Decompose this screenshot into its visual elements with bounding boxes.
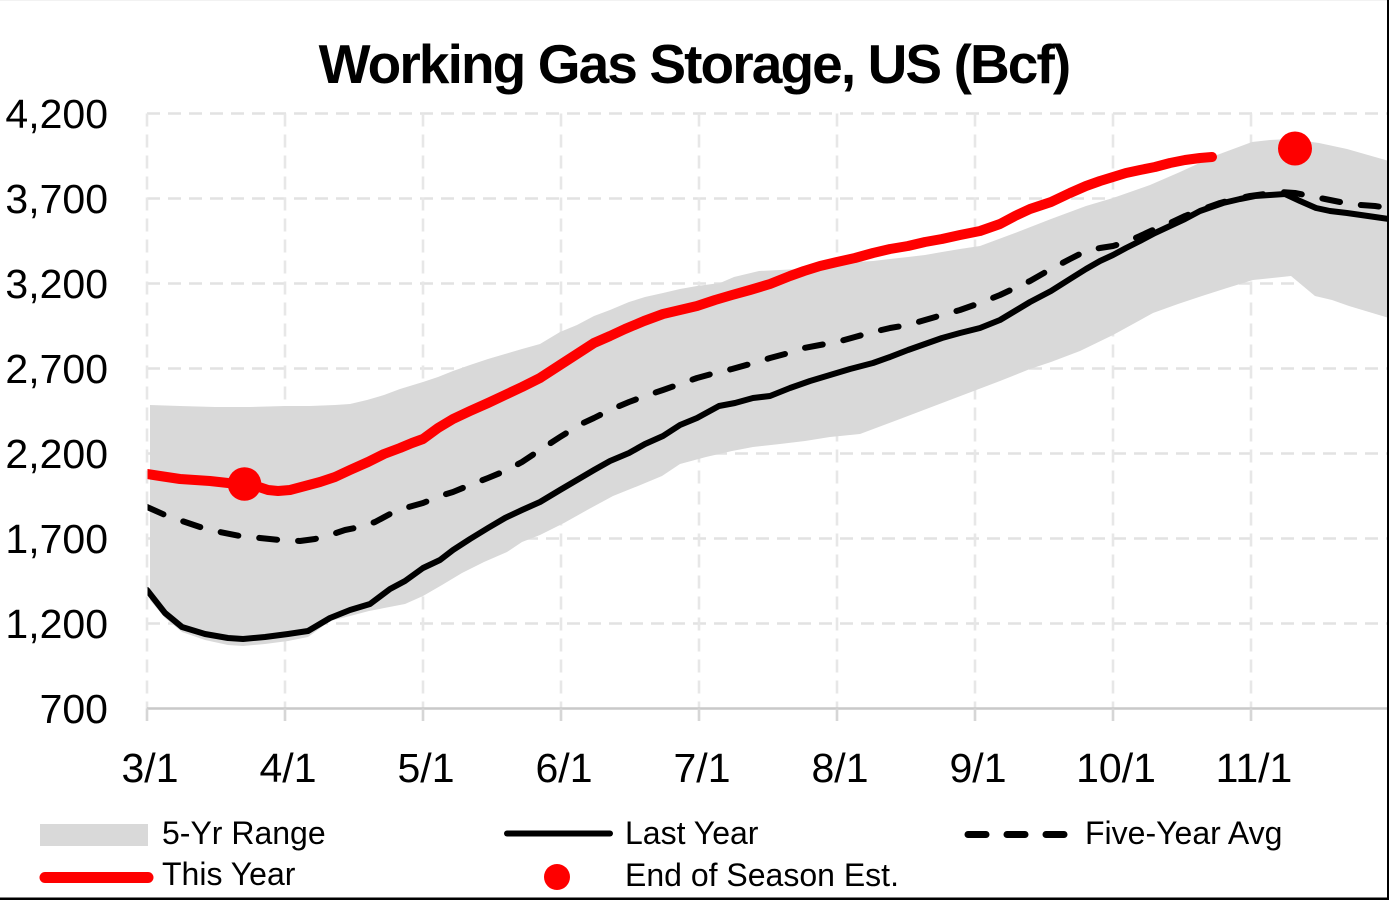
svg-text:9/1: 9/1	[950, 745, 1007, 791]
svg-text:6/1: 6/1	[536, 745, 593, 791]
svg-text:1,200: 1,200	[5, 601, 108, 647]
svg-text:2,700: 2,700	[5, 346, 108, 392]
svg-text:7/1: 7/1	[674, 745, 731, 791]
svg-text:8/1: 8/1	[812, 745, 869, 791]
svg-text:700: 700	[40, 686, 108, 732]
svg-text:3,700: 3,700	[5, 176, 108, 222]
svg-text:This Year: This Year	[162, 856, 296, 892]
svg-text:3,200: 3,200	[5, 261, 108, 307]
svg-text:4/1: 4/1	[260, 745, 317, 791]
svg-text:5/1: 5/1	[398, 745, 455, 791]
svg-text:2,200: 2,200	[5, 431, 108, 477]
svg-text:Last Year: Last Year	[625, 815, 759, 851]
svg-text:5-Yr Range: 5-Yr Range	[162, 815, 326, 851]
svg-text:End of Season Est.: End of Season Est.	[625, 857, 899, 893]
svg-text:3/1: 3/1	[122, 745, 179, 791]
svg-text:Working Gas Storage, US (Bcf): Working Gas Storage, US (Bcf)	[319, 33, 1070, 95]
svg-text:1,700: 1,700	[5, 516, 108, 562]
svg-text:10/1: 10/1	[1076, 745, 1156, 791]
svg-text:Five-Year Avg: Five-Year Avg	[1085, 815, 1282, 851]
svg-text:11/1: 11/1	[1216, 745, 1293, 791]
svg-text:4,200: 4,200	[5, 91, 108, 137]
